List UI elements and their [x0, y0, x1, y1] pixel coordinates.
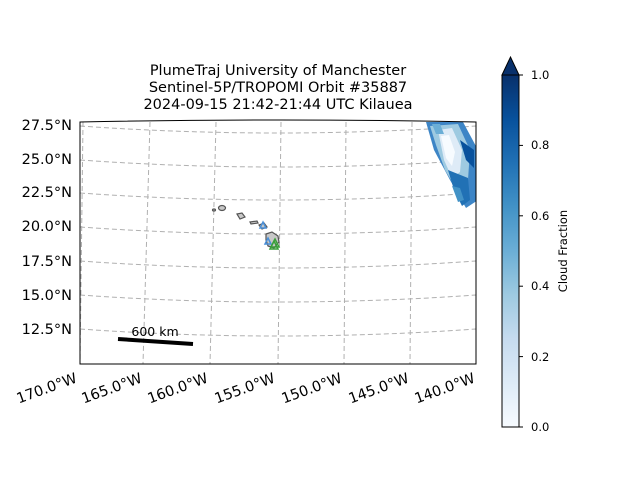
colorbar-tick-label: 0.2	[531, 350, 549, 364]
colorbar-bar	[501, 74, 520, 428]
island-kauai	[217, 204, 227, 212]
scale-bar-label: 600 km	[131, 324, 178, 339]
triangle-marker-blue	[263, 236, 273, 245]
lon-label: 150.0°W	[280, 371, 345, 408]
gridlines	[80, 121, 476, 364]
lat-label: 27.5°N	[22, 118, 72, 134]
title-line-1: PlumeTraj University of Manchester	[150, 63, 406, 79]
lat-label: 25.0°N	[22, 152, 72, 168]
scale-bar	[117, 337, 194, 346]
vent-markers	[258, 220, 281, 250]
island-niihau	[211, 208, 217, 212]
title-line-3: 2024-09-15 21:42-21:44 UTC Kilauea	[143, 97, 412, 113]
lon-label: 155.0°W	[213, 371, 278, 408]
colorbar-tick-label: 0.6	[531, 209, 549, 223]
lat-labels: 27.5°N 25.0°N 22.5°N 20.0°N 17.5°N 15.0°…	[22, 118, 72, 338]
colorbar-tick-label: 0.4	[531, 279, 549, 293]
island-oahu	[236, 212, 246, 220]
lon-label: 160.0°W	[146, 371, 211, 408]
lon-label: 140.0°W	[413, 371, 478, 408]
colorbar-extend-arrow	[501, 55, 520, 76]
title-line-2: Sentinel-5P/TROPOMI Orbit #35887	[149, 80, 407, 96]
lat-label: 12.5°N	[22, 322, 72, 338]
map-panel: 600 km	[79, 119, 477, 365]
parallel-20-0	[80, 226, 476, 235]
meridian-165w	[142, 121, 151, 364]
colorbar-tick-label: 1.0	[531, 68, 549, 82]
meridian-160w	[209, 121, 217, 364]
parallel-17-5	[80, 260, 476, 269]
meridian-145w	[409, 121, 413, 364]
lon-label: 165.0°W	[80, 371, 145, 408]
parallel-15-0	[80, 294, 476, 303]
cloud-fraction-swath	[426, 122, 476, 208]
colorbar-tick-label: 0.0	[531, 420, 549, 434]
lat-label: 22.5°N	[22, 185, 72, 201]
island-molokai	[249, 220, 259, 225]
map-frame	[79, 119, 477, 365]
lon-label: 145.0°W	[347, 371, 412, 408]
triangle-marker-green	[269, 237, 281, 248]
lon-label: 170.0°W	[15, 371, 80, 408]
colorbar-tick-label: 0.8	[531, 138, 549, 152]
parallel-12-5	[80, 328, 476, 337]
parallel-27-5	[80, 125, 476, 134]
lon-labels: 170.0°W 165.0°W 160.0°W 155.0°W 150.0°W …	[15, 371, 478, 408]
lat-label: 17.5°N	[22, 254, 72, 270]
parallel-25-0	[80, 159, 476, 168]
colorbar: 0.0 0.2 0.4 0.6 0.8 1.0 Cloud Fraction	[501, 55, 570, 434]
lat-label: 20.0°N	[22, 219, 72, 235]
triangle-marker-blue	[258, 220, 268, 229]
meridian-155w	[277, 121, 282, 364]
colorbar-label: Cloud Fraction	[556, 210, 570, 292]
meridian-150w	[343, 121, 347, 364]
parallel-22-5	[80, 192, 476, 201]
lat-label: 15.0°N	[22, 288, 72, 304]
